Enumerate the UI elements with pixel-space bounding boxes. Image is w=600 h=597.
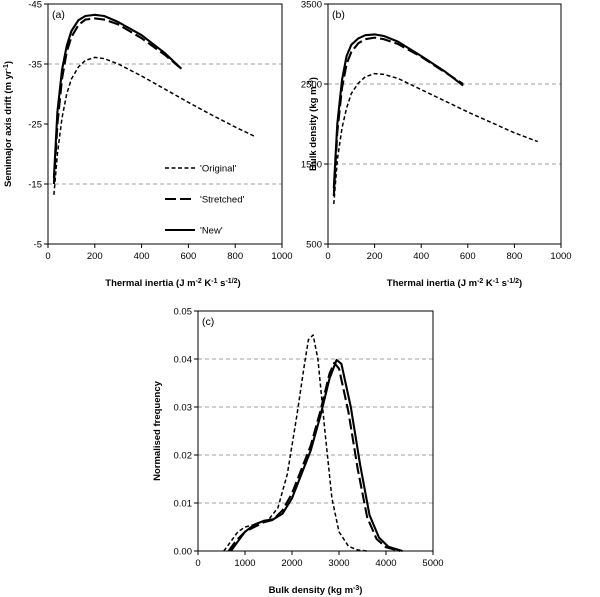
legend-label: 'Stretched' [200, 195, 244, 206]
y-tick-label: 0.02 [174, 451, 193, 462]
y-tick-label: 1500 [301, 160, 322, 171]
x-tick-label: 5000 [422, 558, 443, 569]
x-tick-label: 600 [180, 251, 196, 262]
plot-frame [197, 310, 434, 552]
y-axis-label: Semimajor axis drift (m yr-1) [3, 61, 15, 187]
y-tick-label: -15 [28, 180, 42, 191]
x-tick-label: 600 [460, 251, 476, 262]
x-tick-label: 3000 [328, 558, 349, 569]
x-tick-label: 400 [413, 251, 429, 262]
plot-frame [47, 3, 283, 245]
panel-label: (c) [202, 316, 214, 328]
series-line [230, 358, 403, 553]
series-line [227, 361, 401, 553]
panel-c: 0 1000 2000 3000 4000 5000 0.00 0.01 0.02 0.03 0.0… [174, 307, 444, 570]
series-line [52, 17, 183, 185]
y-tick-label: -5 [34, 240, 42, 251]
y-tick-label: -35 [28, 60, 42, 71]
panel-label: (a) [52, 9, 65, 21]
plot-frame [327, 3, 562, 245]
x-tick-label: 0 [325, 251, 330, 262]
legend-label: 'Original' [200, 164, 237, 175]
x-axis-label: Bulk density (kg m-3) [269, 585, 363, 597]
x-tick-label: 800 [506, 251, 522, 262]
y-axis-label: Normalised frequency [152, 380, 163, 480]
legend-label: 'New' [200, 226, 223, 237]
series-line [333, 72, 538, 205]
y-tick-label: 0.03 [174, 403, 193, 414]
series-line [332, 33, 464, 189]
y-tick-label: 0.00 [174, 547, 193, 558]
series-line [53, 56, 255, 195]
x-tick-label: 2000 [281, 558, 302, 569]
x-tick-label: 400 [134, 251, 150, 262]
x-tick-label: 1000 [234, 558, 255, 569]
x-tick-label: 1000 [271, 251, 292, 262]
y-tick-label: 2500 [301, 80, 322, 91]
x-axis-label: Thermal inertia (J m-2 K-1 s-1/2) [387, 278, 522, 290]
y-tick-label: 3500 [301, 0, 322, 11]
y-tick-label: 0.05 [174, 307, 193, 318]
series-line [332, 36, 464, 197]
y-tick-label: -45 [28, 0, 42, 11]
panel-b: 0 200 400 600 800 1000 500 1500 2500 3500 (b) [301, 0, 572, 262]
y-tick-label: -25 [28, 120, 42, 131]
panel-label: (b) [332, 9, 345, 21]
series-line [223, 334, 368, 552]
y-tick-label: 0.01 [174, 499, 193, 510]
x-tick-label: 4000 [375, 558, 396, 569]
y-axis-label: Bulk density (kg m-3) [308, 77, 320, 171]
y-tick-label: 0.04 [174, 355, 193, 366]
x-tick-label: 0 [195, 558, 200, 569]
x-tick-label: 0 [45, 251, 50, 262]
panel-a: 0 200 400 600 800 1000 -5 -15 -25 -35 -45 (a) 'Origi… [28, 0, 292, 262]
x-tick-label: 1000 [550, 251, 571, 262]
x-tick-label: 200 [367, 251, 383, 262]
x-tick-label: 200 [87, 251, 103, 262]
x-tick-label: 800 [227, 251, 243, 262]
series-line [52, 13, 183, 179]
y-tick-label: 500 [306, 240, 322, 251]
x-axis-label: Thermal inertia (J m-2 K-1 s-1/2) [105, 278, 240, 290]
